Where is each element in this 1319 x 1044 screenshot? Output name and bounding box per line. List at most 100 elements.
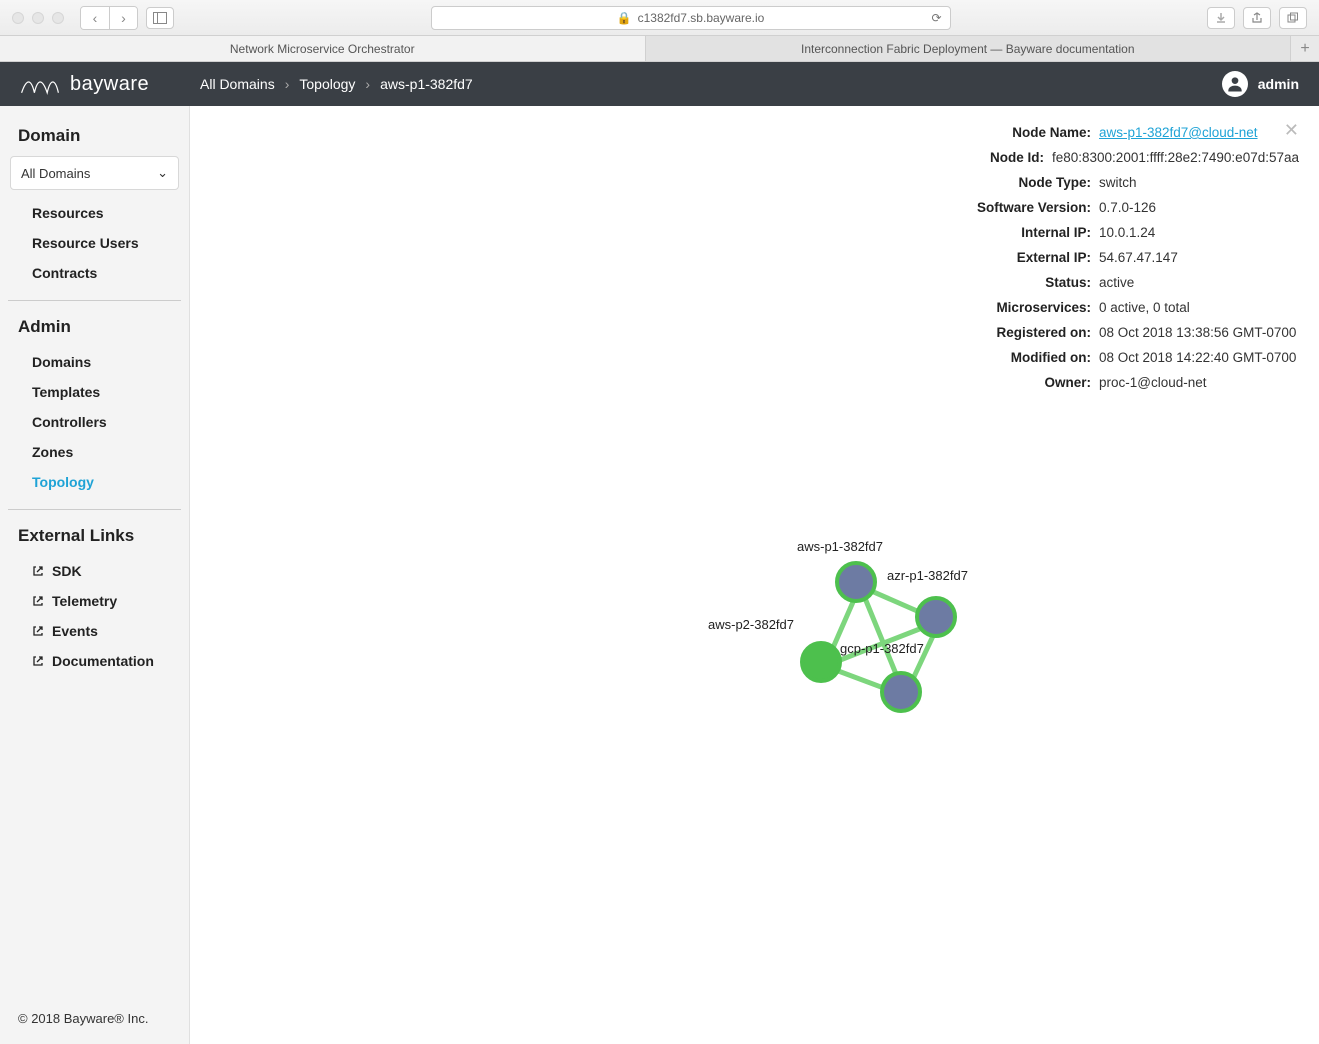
- detail-value[interactable]: aws-p1-382fd7@cloud-net: [1099, 125, 1258, 140]
- node-circle-icon: [880, 671, 922, 713]
- section-title-domain: Domain: [8, 120, 181, 156]
- sidebar-item-resource-users[interactable]: Resource Users: [8, 228, 181, 258]
- tab-label: Interconnection Fabric Deployment — Bayw…: [801, 42, 1135, 56]
- sidebar-item-resources[interactable]: Resources: [8, 198, 181, 228]
- chevron-right-icon: ›: [285, 76, 290, 92]
- detail-label: Node Type:: [939, 175, 1099, 190]
- new-tab-button[interactable]: +: [1291, 36, 1319, 61]
- username: admin: [1258, 76, 1299, 92]
- detail-label: Modified on:: [939, 350, 1099, 365]
- brand-text: bayware: [70, 73, 149, 96]
- topology-graph[interactable]: aws-p1-382fd7azr-p1-382fd7aws-p2-382fd7g…: [590, 446, 990, 746]
- topology-node-aws-p1[interactable]: aws-p1-382fd7: [835, 561, 877, 603]
- reload-icon[interactable]: ⟳: [931, 11, 941, 25]
- detail-label: Registered on:: [939, 325, 1099, 340]
- sidebar-item-zones[interactable]: Zones: [8, 437, 181, 467]
- nav-buttons: ‹ ›: [80, 6, 138, 30]
- url-text: c1382fd7.sb.bayware.io: [638, 11, 765, 25]
- node-circle-icon: [835, 561, 877, 603]
- sidebar-item-contracts[interactable]: Contracts: [8, 258, 181, 288]
- node-label: azr-p1-382fd7: [887, 568, 968, 583]
- topology-node-aws-p2[interactable]: aws-p2-382fd7: [800, 641, 842, 683]
- sidebar-item-controllers[interactable]: Controllers: [8, 407, 181, 437]
- lock-icon: 🔒: [617, 11, 632, 25]
- detail-value: 0.7.0-126: [1099, 200, 1156, 215]
- domain-select[interactable]: All Domains ⌄: [10, 156, 179, 190]
- detail-value: 10.0.1.24: [1099, 225, 1155, 240]
- divider: [8, 509, 181, 510]
- detail-row: Node Id:fe80:8300:2001:ffff:28e2:7490:e0…: [939, 145, 1299, 170]
- breadcrumb-item[interactable]: Topology: [299, 76, 355, 92]
- avatar-icon: [1222, 71, 1248, 97]
- detail-row: Node Name:aws-p1-382fd7@cloud-net: [939, 120, 1299, 145]
- external-link-icon: [32, 625, 44, 637]
- detail-value: active: [1099, 275, 1134, 290]
- tab-label: Network Microservice Orchestrator: [230, 42, 415, 56]
- detail-value: 0 active, 0 total: [1099, 300, 1190, 315]
- detail-row: External IP:54.67.47.147: [939, 245, 1299, 270]
- sidebar-item-domains[interactable]: Domains: [8, 347, 181, 377]
- section-title-external: External Links: [8, 520, 181, 556]
- minimize-window-icon[interactable]: [32, 12, 44, 24]
- back-button[interactable]: ‹: [81, 7, 109, 29]
- section-title-admin: Admin: [8, 311, 181, 347]
- detail-row: Node Type:switch: [939, 170, 1299, 195]
- main-content: ✕ Node Name:aws-p1-382fd7@cloud-netNode …: [190, 106, 1319, 1044]
- topology-node-gcp-p1[interactable]: gcp-p1-382fd7: [880, 671, 922, 713]
- detail-label: Internal IP:: [939, 225, 1099, 240]
- traffic-lights: [12, 12, 64, 24]
- tabs-button[interactable]: [1279, 7, 1307, 29]
- detail-value: 08 Oct 2018 13:38:56 GMT-0700: [1099, 325, 1296, 340]
- domain-select-value: All Domains: [21, 166, 90, 181]
- detail-row: Status:active: [939, 270, 1299, 295]
- detail-label: Microservices:: [939, 300, 1099, 315]
- external-link-sdk[interactable]: SDK: [8, 556, 181, 586]
- chevron-right-icon: ›: [365, 76, 370, 92]
- detail-row: Registered on:08 Oct 2018 13:38:56 GMT-0…: [939, 320, 1299, 345]
- node-label: aws-p1-382fd7: [797, 539, 883, 554]
- close-icon[interactable]: ✕: [1284, 120, 1299, 141]
- user-menu[interactable]: admin: [1222, 71, 1299, 97]
- detail-row: Software Version:0.7.0-126: [939, 195, 1299, 220]
- external-link-telemetry[interactable]: Telemetry: [8, 586, 181, 616]
- detail-row: Owner:proc-1@cloud-net: [939, 370, 1299, 395]
- external-link-icon: [32, 595, 44, 607]
- detail-label: Owner:: [939, 375, 1099, 390]
- browser-tab-active[interactable]: Network Microservice Orchestrator: [0, 36, 646, 61]
- detail-value: proc-1@cloud-net: [1099, 375, 1207, 390]
- breadcrumb-item[interactable]: aws-p1-382fd7: [380, 76, 473, 92]
- node-circle-icon: [915, 596, 957, 638]
- address-bar[interactable]: 🔒 c1382fd7.sb.bayware.io ⟳: [431, 6, 951, 30]
- browser-tab-inactive[interactable]: Interconnection Fabric Deployment — Bayw…: [646, 36, 1292, 61]
- external-link-documentation[interactable]: Documentation: [8, 646, 181, 676]
- external-link-icon: [32, 655, 44, 667]
- detail-row: Microservices:0 active, 0 total: [939, 295, 1299, 320]
- node-detail-panel: ✕ Node Name:aws-p1-382fd7@cloud-netNode …: [939, 120, 1299, 395]
- node-circle-icon: [800, 641, 842, 683]
- sidebar-item-topology[interactable]: Topology: [8, 467, 181, 497]
- forward-button[interactable]: ›: [109, 7, 137, 29]
- detail-row: Modified on:08 Oct 2018 14:22:40 GMT-070…: [939, 345, 1299, 370]
- app-header: bayware All Domains › Topology › aws-p1-…: [0, 62, 1319, 106]
- chevron-down-icon: ⌄: [157, 165, 168, 181]
- brand-logo[interactable]: bayware: [20, 70, 200, 98]
- breadcrumb: All Domains › Topology › aws-p1-382fd7: [200, 76, 473, 92]
- topology-node-azr-p1[interactable]: azr-p1-382fd7: [915, 596, 957, 638]
- breadcrumb-item[interactable]: All Domains: [200, 76, 275, 92]
- share-button[interactable]: [1243, 7, 1271, 29]
- maximize-window-icon[interactable]: [52, 12, 64, 24]
- detail-value: 54.67.47.147: [1099, 250, 1178, 265]
- detail-label: Node Name:: [939, 125, 1099, 140]
- external-link-events[interactable]: Events: [8, 616, 181, 646]
- sidebar-item-templates[interactable]: Templates: [8, 377, 181, 407]
- sidebar-toggle-button[interactable]: [146, 7, 174, 29]
- detail-label: Node Id:: [939, 150, 1052, 165]
- detail-label: External IP:: [939, 250, 1099, 265]
- detail-label: Status:: [939, 275, 1099, 290]
- node-label: gcp-p1-382fd7: [840, 641, 924, 656]
- node-label: aws-p2-382fd7: [708, 617, 794, 632]
- close-window-icon[interactable]: [12, 12, 24, 24]
- tab-strip: Network Microservice Orchestrator Interc…: [0, 36, 1319, 62]
- downloads-button[interactable]: [1207, 7, 1235, 29]
- divider: [8, 300, 181, 301]
